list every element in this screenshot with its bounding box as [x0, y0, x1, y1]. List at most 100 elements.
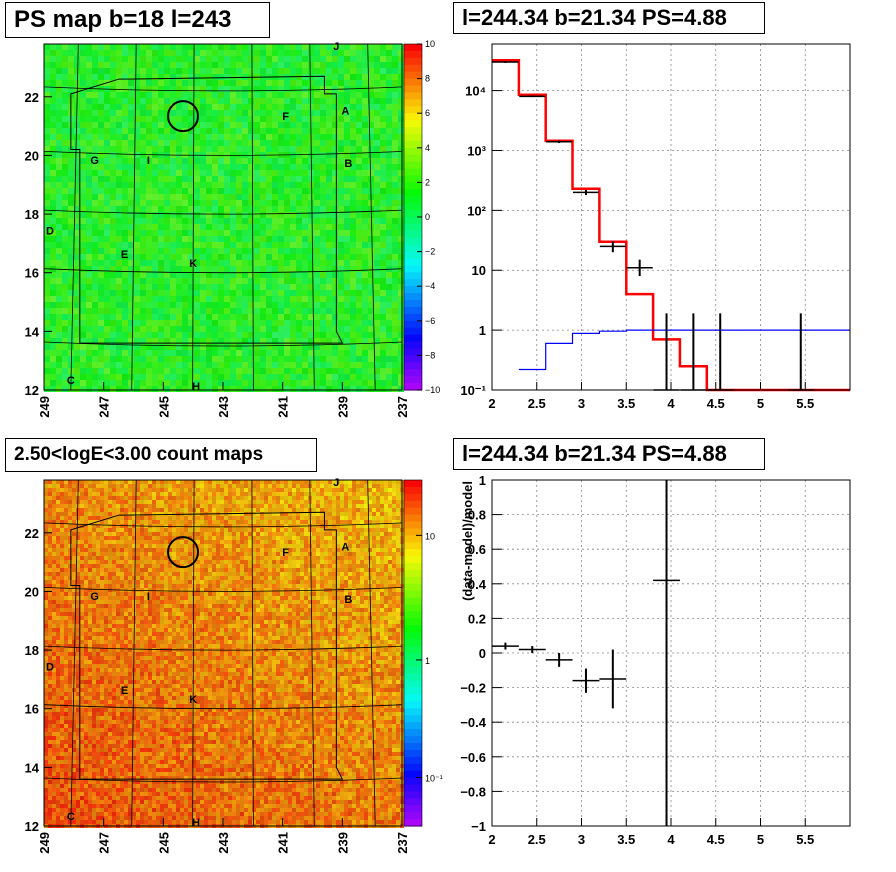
- psmap-pixel: [104, 56, 110, 62]
- psmap-pixel: [50, 218, 56, 224]
- countmap-pixel: [96, 492, 100, 496]
- psmap-pixel: [104, 284, 110, 290]
- psmap-pixel: [194, 176, 200, 182]
- psmap-pixel: [86, 170, 92, 176]
- psmap-pixel: [122, 254, 128, 260]
- countmap-pixel: [340, 520, 344, 524]
- psmap-pixel: [164, 50, 170, 56]
- psmap-pixel: [248, 302, 254, 308]
- psmap-pixel: [284, 272, 290, 278]
- psmap-pixel: [176, 224, 182, 230]
- countmap-pixel: [164, 500, 168, 504]
- psmap-pixel: [314, 152, 320, 158]
- psmap-pixel: [68, 62, 74, 68]
- psmap-pixel: [116, 248, 122, 254]
- psmap-pixel: [284, 326, 290, 332]
- psmap-pixel: [254, 290, 260, 296]
- countmap-pixel: [212, 480, 216, 484]
- psmap-pixel: [272, 236, 278, 242]
- psmap-pixel: [68, 308, 74, 314]
- psmap-pixel: [50, 326, 56, 332]
- psmap-pixel: [248, 254, 254, 260]
- countmap-pixel: [352, 508, 356, 512]
- countmap-pixel: [276, 524, 280, 528]
- psmap-pixel: [272, 380, 278, 386]
- countmap-pixel: [312, 532, 316, 536]
- psmap-pixel: [290, 374, 296, 380]
- psmap-pixel: [230, 194, 236, 200]
- psmap-pixel: [62, 236, 68, 242]
- psmap-pixel: [140, 212, 146, 218]
- psmap-pixel: [116, 56, 122, 62]
- psmap-pixel: [110, 170, 116, 176]
- countmap-pixel: [52, 512, 56, 516]
- psmap-pixel: [200, 188, 206, 194]
- psmap-pixel: [242, 56, 248, 62]
- psmap-pixel: [374, 302, 380, 308]
- countmap-pixel: [240, 508, 244, 512]
- psmap-pixel: [176, 344, 182, 350]
- psmap-pixel: [230, 182, 236, 188]
- psmap-pixel: [362, 80, 368, 86]
- countmap-pixel: [208, 536, 212, 540]
- countmap-pixel: [376, 520, 380, 524]
- psmap-pixel: [44, 176, 50, 182]
- psmap-pixel: [164, 248, 170, 254]
- countmap-pixel: [380, 528, 384, 532]
- psmap-pixel: [326, 356, 332, 362]
- psmap-pixel: [350, 56, 356, 62]
- psmap-pixel: [212, 272, 218, 278]
- psmap-pixel: [374, 344, 380, 350]
- psmap-pixel: [248, 314, 254, 320]
- psmap-pixel: [218, 290, 224, 296]
- countmap-pixel: [228, 508, 232, 512]
- psmap-pixel: [296, 104, 302, 110]
- countmap-pixel: [316, 500, 320, 504]
- psmap-pixel: [68, 56, 74, 62]
- psmap-pixel: [134, 206, 140, 212]
- psmap-pixel: [140, 230, 146, 236]
- psmap-pixel: [68, 224, 74, 230]
- psmap-pixel: [140, 170, 146, 176]
- psmap-pixel: [302, 140, 308, 146]
- psmap-xtick-label: 239: [335, 396, 350, 418]
- psmap-pixel: [302, 254, 308, 260]
- psmap-pixel: [392, 242, 398, 248]
- psmap-pixel: [146, 368, 152, 374]
- psmap-pixel: [56, 356, 62, 362]
- psmap-pixel: [92, 50, 98, 56]
- countmap-pixel: [240, 520, 244, 524]
- psmap-pixel: [200, 350, 206, 356]
- countmap-pixel: [196, 524, 200, 528]
- psmap-pixel: [128, 92, 134, 98]
- psmap-pixel: [230, 170, 236, 176]
- psmap-pixel: [386, 140, 392, 146]
- psmap-pixel: [56, 110, 62, 116]
- countmap-pixel: [188, 480, 192, 484]
- psmap-pixel: [284, 128, 290, 134]
- psmap-pixel: [122, 122, 128, 128]
- psmap-pixel: [152, 332, 158, 338]
- psmap-pixel: [308, 344, 314, 350]
- countmap-pixel: [252, 500, 256, 504]
- psmap-pixel: [152, 296, 158, 302]
- psmap-pixel: [212, 278, 218, 284]
- psmap-meridian: [367, 43, 376, 391]
- psmap-pixel: [356, 182, 362, 188]
- countmap-pixel: [284, 536, 288, 540]
- psmap-pixel: [116, 212, 122, 218]
- countmap-pixel: [208, 480, 212, 484]
- countmap-pixel: [100, 492, 104, 496]
- psmap-pixel: [248, 386, 254, 392]
- psmap-pixel: [164, 254, 170, 260]
- psmap-pixel: [44, 50, 50, 56]
- psmap-pixel: [92, 374, 98, 380]
- psmap-pixel: [164, 170, 170, 176]
- countmap-pixel: [84, 496, 88, 500]
- psmap-pixel: [332, 236, 338, 242]
- psmap-pixel: [326, 104, 332, 110]
- psmap-colorbar-cell: [404, 306, 422, 315]
- psmap-pixel: [146, 134, 152, 140]
- psmap-pixel: [146, 56, 152, 62]
- psmap-pixel: [386, 176, 392, 182]
